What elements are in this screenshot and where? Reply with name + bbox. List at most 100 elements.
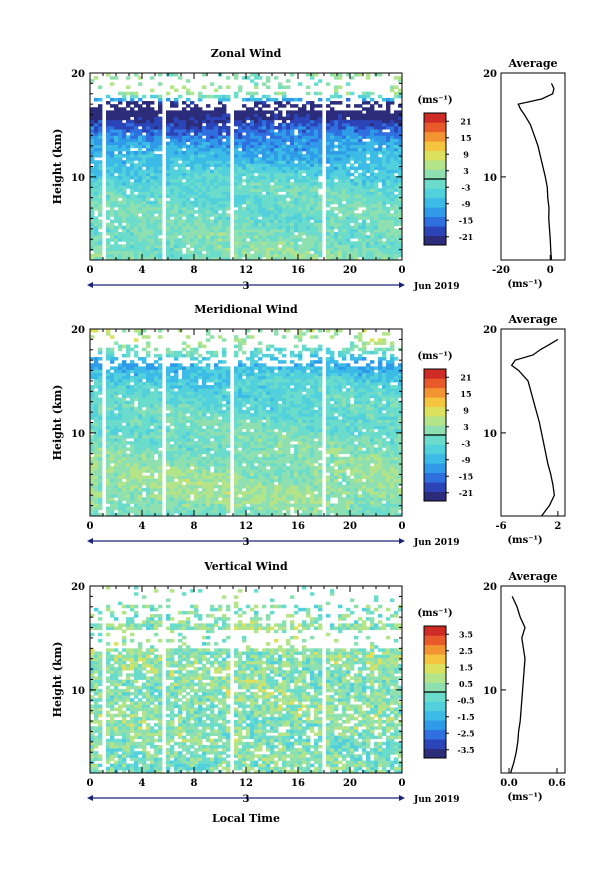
heat-cell <box>238 132 243 136</box>
heat-cell <box>214 256 219 261</box>
heat-cell <box>154 481 159 486</box>
heat-cell <box>158 172 163 177</box>
heat-cell <box>382 172 387 177</box>
heat-cell <box>310 166 315 171</box>
heat-cell <box>94 419 99 423</box>
heat-cell <box>194 135 199 139</box>
heat-cell <box>126 194 131 199</box>
heat-cell <box>378 200 383 205</box>
heat-cell <box>90 157 95 161</box>
heat-cell <box>294 191 299 195</box>
heat-cell <box>126 491 131 495</box>
heat-cell <box>298 235 303 239</box>
heat-cell <box>130 166 135 171</box>
heat-cell <box>146 210 151 214</box>
heat-cell <box>374 222 379 227</box>
heat-cell <box>282 122 287 127</box>
heat-cell <box>190 503 195 508</box>
heat-cell <box>98 166 103 171</box>
heat-cell <box>242 138 247 142</box>
heat-cell <box>218 235 223 239</box>
heat-cell <box>266 119 271 124</box>
heat-cell <box>130 256 135 261</box>
heat-cell <box>246 172 251 177</box>
heat-cell <box>370 166 375 171</box>
heat-cell <box>186 194 191 199</box>
heat-cell <box>250 141 255 146</box>
heat-cell <box>122 466 127 470</box>
heat-cell <box>258 172 263 177</box>
heat-cell <box>238 122 243 127</box>
heat-cell <box>286 122 291 127</box>
heat-cell <box>122 182 127 186</box>
heat-cell <box>334 188 339 192</box>
heat-cell <box>382 219 387 223</box>
heat-cell <box>202 166 207 171</box>
heat-cell <box>226 135 231 139</box>
heat-cell <box>158 144 163 149</box>
heat-cell <box>258 200 263 205</box>
heat-cell <box>126 363 131 367</box>
heat-cell <box>390 213 395 217</box>
heat-cell <box>170 366 175 370</box>
colorbar-segment <box>424 150 446 161</box>
heat-cell <box>94 163 99 167</box>
heat-cell <box>194 125 199 130</box>
heat-cell <box>98 147 103 152</box>
heat-cell <box>398 203 403 208</box>
heat-cell <box>278 101 283 105</box>
heat-cell <box>154 238 159 242</box>
heat-cell <box>226 132 231 136</box>
heat-cell <box>366 213 371 217</box>
heat-cell <box>158 453 163 458</box>
heat-cell <box>290 144 295 149</box>
heat-cell <box>310 200 315 205</box>
heat-cell <box>134 512 139 517</box>
heat-cell <box>198 110 203 114</box>
heat-cell <box>94 150 99 155</box>
heat-cell <box>326 219 331 223</box>
heat-cell <box>94 129 99 133</box>
heat-cell <box>142 135 147 139</box>
heat-cell <box>138 200 143 205</box>
heat-cell <box>218 238 223 242</box>
heat-cell <box>158 478 163 483</box>
heat-cell <box>134 369 139 374</box>
heat-cell <box>190 406 195 411</box>
heat-cell <box>202 138 207 142</box>
heat-cell <box>130 487 135 492</box>
heat-cell <box>158 512 163 517</box>
heat-cell <box>354 166 359 171</box>
heat-cell <box>258 222 263 227</box>
heat-cell <box>298 175 303 180</box>
heat-cell <box>146 225 151 230</box>
heat-cell <box>290 210 295 214</box>
heat-cell <box>242 104 247 108</box>
heat-cell <box>98 469 103 473</box>
heat-cell <box>258 141 263 146</box>
heat-cell <box>150 478 155 483</box>
heat-cell <box>142 207 147 211</box>
heat-cell <box>166 225 171 230</box>
heat-cell <box>178 200 183 205</box>
heat-cell <box>342 182 347 186</box>
heat-cell <box>350 166 355 171</box>
heat-cell <box>134 188 139 192</box>
heat-cell <box>114 110 119 114</box>
heat-cell <box>186 344 191 349</box>
heat-cell <box>394 166 399 171</box>
heat-cell <box>158 107 163 111</box>
heat-cell <box>170 169 175 174</box>
heat-cell <box>146 231 151 236</box>
heat-cell <box>214 238 219 242</box>
heat-cell <box>90 456 95 461</box>
heat-cell <box>90 478 95 483</box>
heat-cell <box>198 147 203 152</box>
heat-cell <box>258 194 263 199</box>
heat-cell <box>310 182 315 186</box>
heat-cell <box>282 222 287 227</box>
heat-cell <box>182 466 187 470</box>
heat-cell <box>166 506 171 511</box>
heat-cell <box>182 107 187 111</box>
heat-cell <box>346 132 351 136</box>
